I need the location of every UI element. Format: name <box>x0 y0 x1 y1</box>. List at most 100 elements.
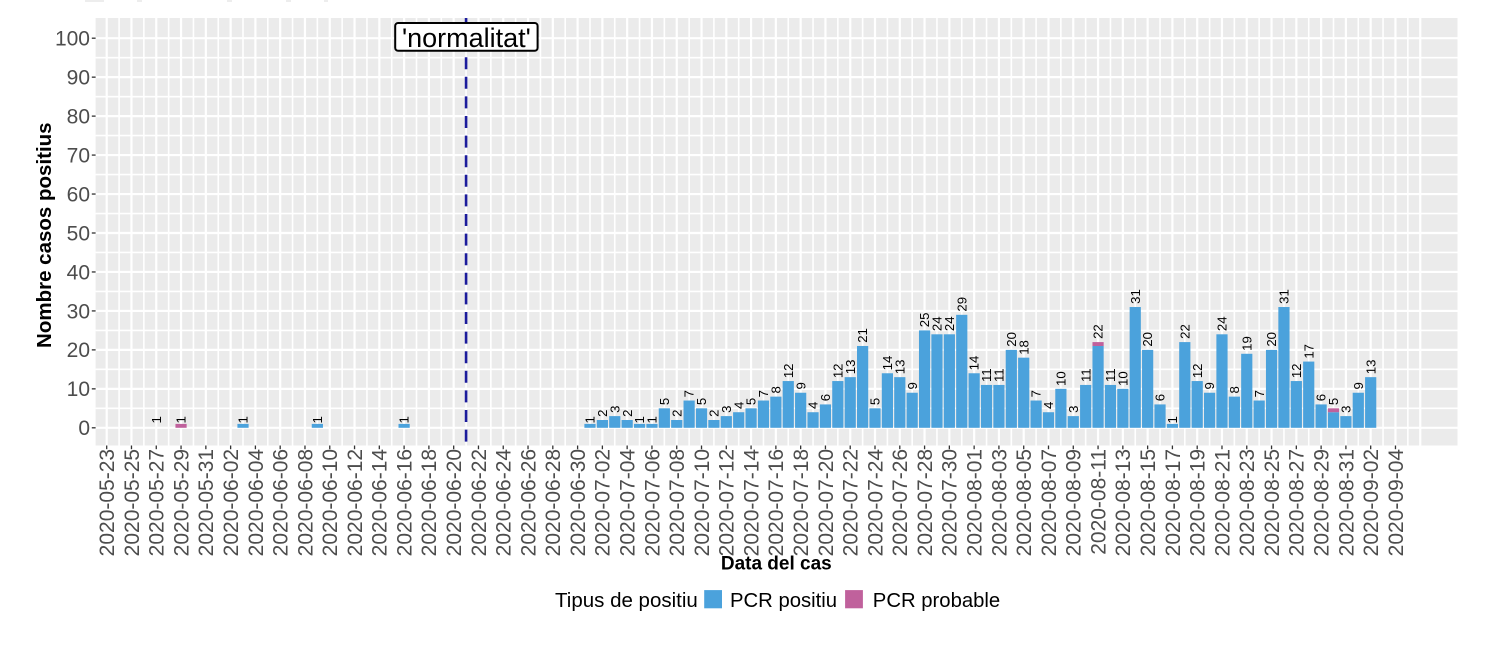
svg-text:2020-05-31: 2020-05-31 <box>195 449 218 556</box>
svg-text:20: 20 <box>1140 332 1155 347</box>
svg-text:2020-07-24: 2020-07-24 <box>864 449 887 557</box>
svg-text:2020-06-04: 2020-06-04 <box>245 449 268 557</box>
svg-text:2020-06-16: 2020-06-16 <box>393 449 416 556</box>
svg-text:50: 50 <box>67 222 90 245</box>
svg-text:3: 3 <box>1339 406 1354 413</box>
svg-text:31: 31 <box>1128 289 1143 304</box>
svg-text:2020-08-13: 2020-08-13 <box>1112 449 1135 556</box>
svg-text:2020-08-19: 2020-08-19 <box>1187 449 1210 556</box>
svg-text:5: 5 <box>694 398 709 405</box>
svg-text:24: 24 <box>930 316 945 331</box>
svg-text:2020-08-29: 2020-08-29 <box>1310 449 1333 556</box>
svg-text:3: 3 <box>1066 406 1081 413</box>
svg-text:5: 5 <box>1326 398 1341 405</box>
svg-text:20: 20 <box>1004 332 1019 347</box>
svg-text:2020-05-25: 2020-05-25 <box>121 449 144 556</box>
svg-text:18: 18 <box>1016 340 1031 355</box>
svg-text:1: 1 <box>583 416 598 423</box>
svg-text:10: 10 <box>1054 371 1069 386</box>
svg-text:1: 1 <box>632 416 647 423</box>
svg-text:3: 3 <box>719 406 734 413</box>
svg-text:12: 12 <box>781 363 796 378</box>
svg-text:2020-07-30: 2020-07-30 <box>939 449 962 556</box>
svg-text:2: 2 <box>595 409 610 416</box>
svg-text:14: 14 <box>967 356 982 371</box>
svg-text:0: 0 <box>78 417 90 440</box>
svg-text:2: 2 <box>707 409 722 416</box>
svg-text:2020-07-28: 2020-07-28 <box>914 449 937 556</box>
svg-text:1: 1 <box>236 416 251 423</box>
svg-text:2020-08-09: 2020-08-09 <box>1063 449 1086 556</box>
svg-text:2020-06-08: 2020-06-08 <box>294 449 317 556</box>
svg-text:9: 9 <box>1351 382 1366 389</box>
svg-text:1: 1 <box>149 416 164 423</box>
svg-text:22: 22 <box>1177 324 1192 339</box>
svg-text:1: 1 <box>174 416 189 423</box>
svg-text:2020-05-29: 2020-05-29 <box>170 449 193 556</box>
svg-text:2020-07-14: 2020-07-14 <box>740 449 763 557</box>
svg-text:2020-07-18: 2020-07-18 <box>790 449 813 556</box>
svg-text:70: 70 <box>67 144 90 167</box>
svg-text:2020-09-02: 2020-09-02 <box>1360 449 1383 556</box>
svg-text:2020-08-15: 2020-08-15 <box>1137 449 1160 556</box>
svg-text:2020-08-01: 2020-08-01 <box>963 449 986 556</box>
svg-text:20: 20 <box>1264 332 1279 347</box>
svg-text:2020-06-20: 2020-06-20 <box>443 449 466 556</box>
svg-text:5: 5 <box>744 398 759 405</box>
svg-text:2020-06-02: 2020-06-02 <box>220 449 243 556</box>
svg-text:7: 7 <box>682 390 697 397</box>
svg-text:10: 10 <box>67 378 90 401</box>
svg-text:2: 2 <box>620 409 635 416</box>
svg-text:PCR probable: PCR probable <box>873 590 1000 612</box>
svg-text:2020-06-14: 2020-06-14 <box>369 449 392 557</box>
svg-text:3: 3 <box>607 406 622 413</box>
svg-text:2020-05-23: 2020-05-23 <box>96 449 119 556</box>
svg-text:19: 19 <box>1239 336 1254 351</box>
svg-text:5: 5 <box>868 398 883 405</box>
svg-text:2020-06-30: 2020-06-30 <box>567 449 590 556</box>
svg-text:2020-08-23: 2020-08-23 <box>1236 449 1259 556</box>
svg-text:9: 9 <box>905 382 920 389</box>
svg-text:12: 12 <box>1289 363 1304 378</box>
svg-text:1: 1 <box>310 416 325 423</box>
svg-text:5: 5 <box>657 398 672 405</box>
svg-text:PCR positiu: PCR positiu <box>730 590 837 612</box>
svg-text:2020-08-27: 2020-08-27 <box>1286 449 1309 556</box>
svg-text:60: 60 <box>67 183 90 206</box>
svg-text:13: 13 <box>843 360 858 375</box>
svg-text:9: 9 <box>1202 382 1217 389</box>
svg-text:2020-06-22: 2020-06-22 <box>468 449 491 556</box>
svg-text:2020-08-17: 2020-08-17 <box>1162 449 1185 556</box>
svg-text:11: 11 <box>992 368 1007 382</box>
svg-text:2020-08-05: 2020-08-05 <box>1013 449 1036 556</box>
svg-text:24: 24 <box>1215 316 1230 331</box>
svg-text:2020-06-28: 2020-06-28 <box>542 449 565 556</box>
svg-text:6: 6 <box>1153 394 1168 401</box>
svg-text:1: 1 <box>397 416 412 423</box>
svg-text:10: 10 <box>1115 371 1130 386</box>
svg-text:8: 8 <box>768 386 783 393</box>
svg-text:25: 25 <box>917 313 932 328</box>
svg-text:11: 11 <box>979 368 994 382</box>
svg-text:2020-07-10: 2020-07-10 <box>691 449 714 556</box>
svg-text:17: 17 <box>1301 344 1316 359</box>
svg-text:1: 1 <box>1165 416 1180 423</box>
svg-text:2020-07-06: 2020-07-06 <box>641 449 664 556</box>
svg-text:12: 12 <box>830 363 845 378</box>
svg-text:7: 7 <box>756 390 771 397</box>
svg-text:2020-07-20: 2020-07-20 <box>815 449 838 556</box>
svg-text:2020-08-07: 2020-08-07 <box>1038 449 1061 556</box>
svg-text:2020-09-04: 2020-09-04 <box>1385 449 1408 557</box>
svg-text:24: 24 <box>942 316 957 331</box>
svg-text:2020-08-31: 2020-08-31 <box>1335 449 1358 556</box>
svg-text:4: 4 <box>806 402 821 409</box>
svg-text:30: 30 <box>67 300 90 323</box>
svg-text:2020-08-11: 2020-08-11 <box>1087 449 1110 555</box>
svg-text:9: 9 <box>793 382 808 389</box>
svg-text:80: 80 <box>67 105 90 128</box>
svg-text:2020-06-18: 2020-06-18 <box>418 449 441 556</box>
svg-text:2020-08-25: 2020-08-25 <box>1261 449 1284 556</box>
svg-text:29: 29 <box>954 297 969 312</box>
svg-text:2020-07-08: 2020-07-08 <box>666 449 689 556</box>
svg-text:2020-07-02: 2020-07-02 <box>592 449 615 556</box>
